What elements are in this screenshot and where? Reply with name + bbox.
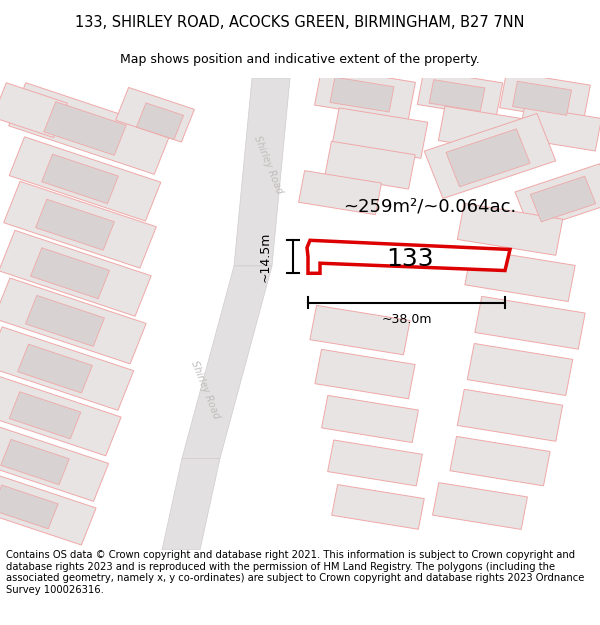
Text: Contains OS data © Crown copyright and database right 2021. This information is : Contains OS data © Crown copyright and d… xyxy=(6,550,584,595)
Polygon shape xyxy=(465,249,575,301)
Polygon shape xyxy=(35,199,115,250)
Polygon shape xyxy=(315,349,415,399)
Polygon shape xyxy=(322,396,418,442)
Polygon shape xyxy=(0,278,146,364)
Polygon shape xyxy=(314,68,415,120)
Polygon shape xyxy=(457,389,563,441)
Text: ~14.5m: ~14.5m xyxy=(259,232,271,282)
Text: Map shows position and indicative extent of the property.: Map shows position and indicative extent… xyxy=(120,54,480,66)
Polygon shape xyxy=(8,82,172,174)
Polygon shape xyxy=(31,248,109,299)
Text: ~38.0m: ~38.0m xyxy=(381,312,432,326)
Polygon shape xyxy=(332,484,424,529)
Polygon shape xyxy=(328,440,422,486)
Polygon shape xyxy=(136,103,184,139)
Polygon shape xyxy=(17,344,92,393)
Text: Shirley Road: Shirley Road xyxy=(189,359,221,420)
Polygon shape xyxy=(0,231,151,316)
Polygon shape xyxy=(429,79,485,111)
Polygon shape xyxy=(0,327,134,411)
Polygon shape xyxy=(475,296,585,349)
Text: ~259m²/~0.064ac.: ~259m²/~0.064ac. xyxy=(343,198,517,216)
Polygon shape xyxy=(116,88,194,142)
Polygon shape xyxy=(530,176,596,222)
Polygon shape xyxy=(424,114,556,199)
Polygon shape xyxy=(182,266,272,458)
Text: 133, SHIRLEY ROAD, ACOCKS GREEN, BIRMINGHAM, B27 7NN: 133, SHIRLEY ROAD, ACOCKS GREEN, BIRMING… xyxy=(75,15,525,30)
Polygon shape xyxy=(457,203,563,255)
Polygon shape xyxy=(310,306,410,355)
Polygon shape xyxy=(26,296,104,346)
Polygon shape xyxy=(330,78,394,112)
Polygon shape xyxy=(433,482,527,529)
Polygon shape xyxy=(9,392,81,439)
Polygon shape xyxy=(325,141,415,189)
Polygon shape xyxy=(234,78,290,266)
Polygon shape xyxy=(418,70,503,118)
Polygon shape xyxy=(0,375,121,456)
Text: Shirley Road: Shirley Road xyxy=(252,134,284,196)
Polygon shape xyxy=(9,137,161,221)
Polygon shape xyxy=(307,240,510,273)
Polygon shape xyxy=(44,102,126,156)
Polygon shape xyxy=(450,436,550,486)
Polygon shape xyxy=(512,81,572,115)
Polygon shape xyxy=(299,171,382,214)
Polygon shape xyxy=(439,106,532,154)
Text: 133: 133 xyxy=(386,247,434,271)
Polygon shape xyxy=(1,439,69,484)
Polygon shape xyxy=(0,485,58,529)
Polygon shape xyxy=(332,108,428,158)
Polygon shape xyxy=(467,344,573,396)
Polygon shape xyxy=(0,469,96,545)
Polygon shape xyxy=(41,154,118,204)
Polygon shape xyxy=(162,458,220,550)
Polygon shape xyxy=(515,164,600,231)
Polygon shape xyxy=(518,106,600,151)
Polygon shape xyxy=(500,72,590,121)
Polygon shape xyxy=(0,422,109,501)
Polygon shape xyxy=(0,82,67,138)
Polygon shape xyxy=(4,181,157,268)
Polygon shape xyxy=(446,129,530,187)
